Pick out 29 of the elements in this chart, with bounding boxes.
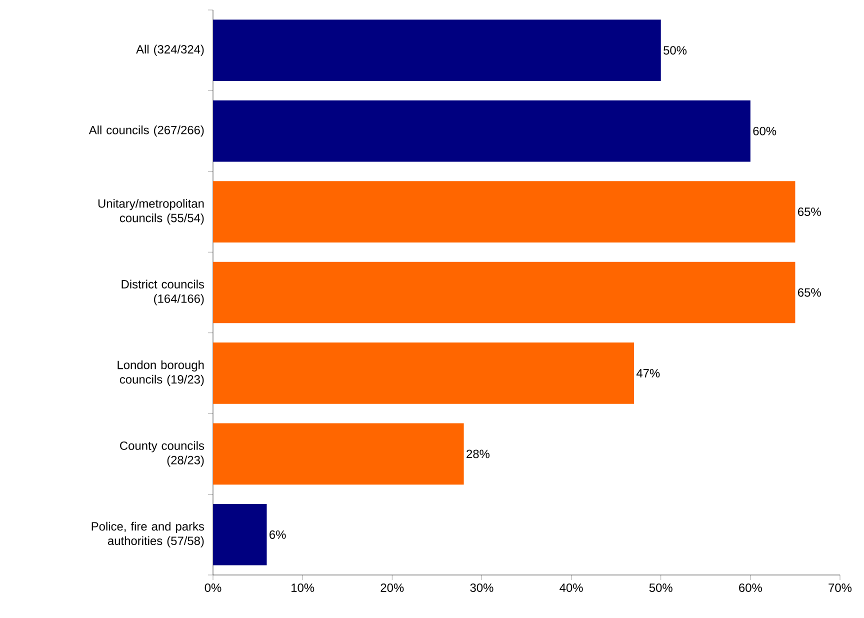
x-tick-label: 70%	[828, 584, 852, 592]
bar	[213, 504, 267, 566]
y-tick-label: District councils (164/166)	[122, 280, 204, 306]
data-label: 47%	[636, 369, 660, 378]
y-tick-label: County councils (28/23)	[120, 441, 204, 467]
data-label: 65%	[798, 208, 821, 216]
y-tick-label: All (324/324)	[136, 44, 204, 56]
bar	[213, 100, 750, 162]
x-tick-label: 60%	[739, 584, 762, 592]
bar	[213, 262, 796, 324]
x-tick-label: 40%	[560, 584, 583, 592]
bar	[213, 181, 796, 242]
bar	[213, 342, 634, 404]
y-tick-label: London borough councils (19/23)	[118, 360, 204, 386]
bar	[213, 20, 661, 82]
y-tick-label: Unitary/metropolitan councils (55/54)	[98, 198, 204, 225]
data-label: 50%	[664, 46, 687, 55]
y-tick-label: Police, fire and parks authorities (57/58)	[92, 522, 204, 548]
y-tick-label: All councils (267/266)	[88, 126, 204, 137]
x-tick-label: 20%	[380, 584, 404, 592]
x-tick-label: 10%	[292, 584, 314, 592]
x-tick-label: 0%	[204, 584, 222, 592]
bar	[213, 423, 464, 485]
data-label: 6%	[270, 530, 286, 539]
data-label: 28%	[466, 450, 490, 458]
x-tick-label: 50%	[649, 584, 672, 592]
x-tick-label: 30%	[470, 584, 494, 592]
data-label: 65%	[798, 288, 821, 297]
data-label: 60%	[753, 126, 776, 136]
